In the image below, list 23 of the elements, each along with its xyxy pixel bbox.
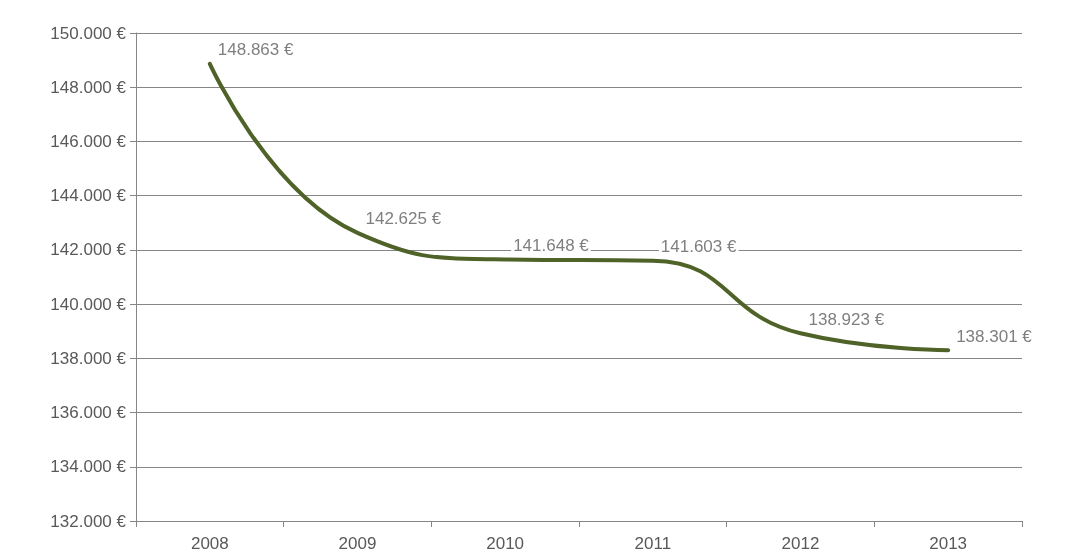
line-series xyxy=(207,61,951,353)
data-label: 138.923 € xyxy=(808,309,885,329)
y-tick-label: 148.000 € xyxy=(50,77,127,97)
x-tick-label: 2009 xyxy=(338,534,377,553)
data-label: 148.863 € xyxy=(217,40,295,60)
data-label: 141.603 € xyxy=(660,237,738,257)
x-tick-label: 2008 xyxy=(190,534,229,553)
y-tick-label: 136.000 € xyxy=(50,403,127,423)
x-tick-label: 2010 xyxy=(486,534,525,553)
y-tick-label: 150.000 € xyxy=(50,23,127,43)
y-tick-label: 134.000 € xyxy=(50,457,127,477)
y-tick-label: 142.000 € xyxy=(50,240,127,260)
data-label: 142.625 € xyxy=(365,209,442,229)
y-tick-label: 144.000 € xyxy=(50,186,127,206)
y-tick-label: 140.000 € xyxy=(50,294,127,314)
x-tick-label: 2011 xyxy=(634,534,672,553)
y-tick-label: 138.000 € xyxy=(50,348,127,368)
x-tick-label: 2012 xyxy=(781,534,820,553)
y-tick-label: 132.000 € xyxy=(50,511,127,531)
y-tick-label: 146.000 € xyxy=(50,131,127,151)
x-tick-label: 2013 xyxy=(929,534,968,553)
data-label: 141.648 € xyxy=(513,235,590,255)
data-label: 138.301 € xyxy=(956,326,1033,346)
